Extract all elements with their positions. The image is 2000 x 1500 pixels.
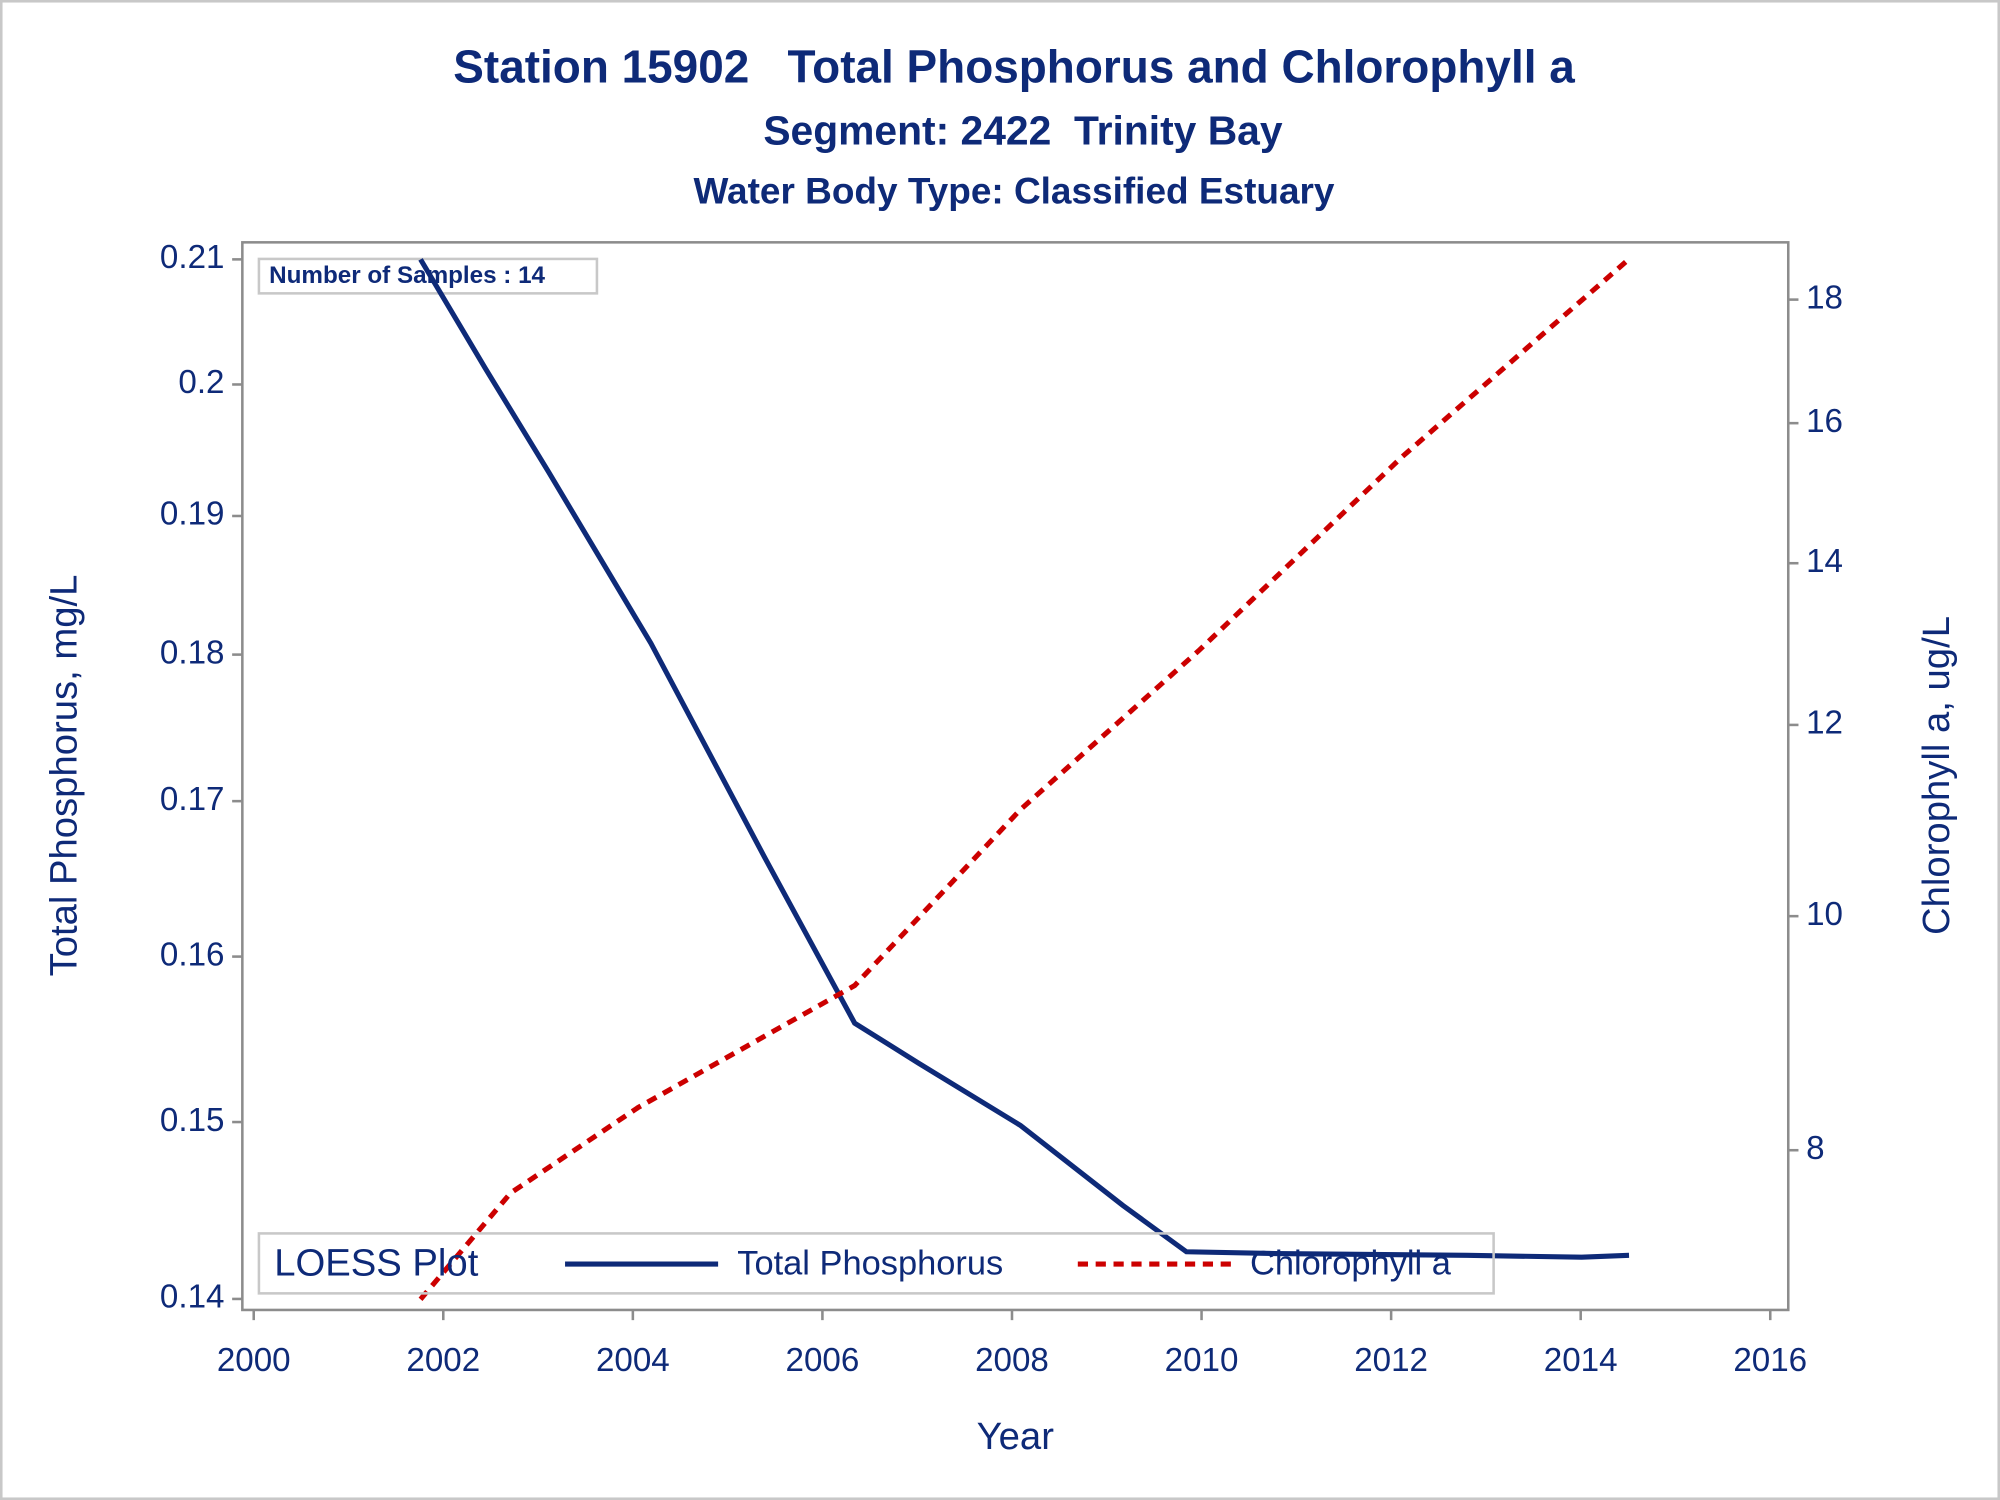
legend-box <box>257 1232 1495 1295</box>
y2-tick-label: 10 <box>1806 896 1843 933</box>
y2-tick-label: 16 <box>1806 403 1843 440</box>
x-tick-label: 2008 <box>975 1342 1049 1379</box>
line-series <box>418 258 1630 1260</box>
y2-tick-label: 14 <box>1806 543 1843 580</box>
legend-label: Chlorophyll a <box>1250 1244 1452 1282</box>
y-axis-label: Total Phosphorus, mg/L <box>42 575 85 977</box>
annotation: Number of Samples : 14 <box>269 262 545 289</box>
legend: LOESS Plot Total Phosphorus Chlorophyll a <box>257 1232 1495 1295</box>
line-series <box>418 257 1631 1301</box>
y2-axis-label: Chlorophyll a, ug/L <box>1915 616 1958 935</box>
x-tick-label: 2004 <box>596 1342 670 1379</box>
x-tick-label: 2000 <box>217 1342 291 1379</box>
marks <box>418 257 1631 1301</box>
y2-tick-label: 8 <box>1806 1130 1824 1167</box>
y2-tick-label: 18 <box>1806 279 1843 316</box>
x-tick-label: 2006 <box>786 1342 860 1379</box>
subtitle: Segment: 2422 Trinity Bay <box>763 108 1283 154</box>
x-tick-label: 2016 <box>1733 1342 1807 1379</box>
subtitle: Water Body Type: Classified Estuary <box>694 171 1335 212</box>
y-tick-label: 0.18 <box>160 634 225 671</box>
y-tick-label: 0.15 <box>160 1102 225 1139</box>
y2-tick-label: 12 <box>1806 705 1843 742</box>
y-tick-label: 0.21 <box>160 239 225 276</box>
chart-title: Station 15902 Total Phosphorus and Chlor… <box>453 40 1575 92</box>
y-tick-label: 0.14 <box>160 1279 225 1316</box>
plot-frame <box>241 241 1790 1312</box>
x-tick-label: 2014 <box>1544 1342 1618 1379</box>
y-tick-label: 0.2 <box>178 364 224 401</box>
legend-title: LOESS Plot <box>274 1241 478 1284</box>
x-tick-label: 2010 <box>1165 1342 1239 1379</box>
x-axis-label: Year <box>977 1415 1055 1458</box>
y-tick-label: 0.19 <box>160 496 225 533</box>
x-tick-label: 2012 <box>1354 1342 1428 1379</box>
y-tick-label: 0.16 <box>160 936 225 973</box>
legend-label: Total Phosphorus <box>737 1244 1003 1282</box>
x-tick-label: 2002 <box>406 1342 480 1379</box>
y-tick-label: 0.17 <box>160 781 225 818</box>
